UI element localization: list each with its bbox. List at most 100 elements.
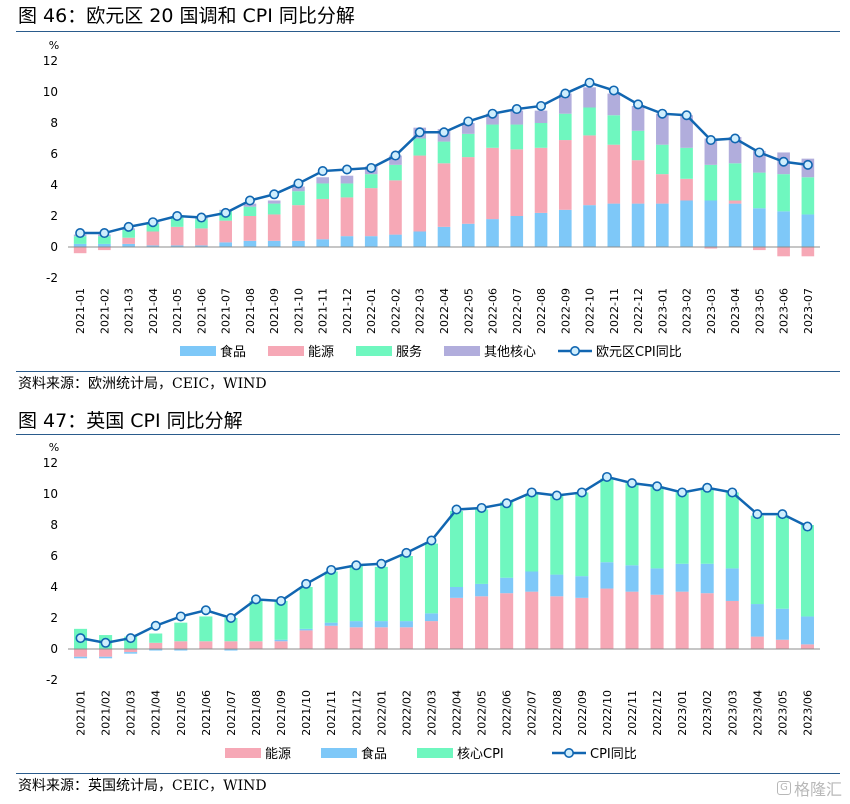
legend-item: 能源 <box>225 747 291 762</box>
bar-segment <box>704 164 718 201</box>
y-tick-label: -2 <box>46 271 58 285</box>
bar-segment <box>149 633 163 643</box>
y-tick-label: 0 <box>50 240 58 254</box>
legend-label: CPI同比 <box>590 747 637 762</box>
cpi-point <box>705 135 716 146</box>
legend-label: 能源 <box>265 747 291 762</box>
bar-segment <box>704 200 718 247</box>
x-tick-label: 2022-10 <box>584 288 597 334</box>
bar-segment <box>558 209 572 247</box>
cpi-point <box>276 595 287 606</box>
bar-segment <box>299 587 313 629</box>
bar-segment <box>450 511 464 587</box>
bar-segment <box>607 93 621 116</box>
bar-segment <box>174 641 188 649</box>
bar-segment <box>800 644 814 649</box>
bar-segment <box>800 616 814 645</box>
x-tick-label: 2022-07 <box>511 288 524 334</box>
legend-swatch <box>321 748 357 758</box>
legend-item: 食品 <box>180 344 246 360</box>
x-tick-label: 2022-04 <box>438 288 451 334</box>
bar-segment <box>170 226 184 246</box>
bar-segment <box>374 621 388 628</box>
bar-segment <box>486 219 499 247</box>
bar-segment <box>550 596 564 649</box>
cpi-point <box>778 156 789 167</box>
x-tick-label: 2021/02 <box>100 690 113 736</box>
bar-segment <box>700 593 714 649</box>
legend-swatch <box>225 748 261 758</box>
bar-segment <box>675 563 689 592</box>
bar-segment <box>625 565 639 592</box>
bar-segment <box>413 231 427 247</box>
cpi-point <box>702 482 713 493</box>
legend-marker <box>563 747 574 758</box>
y-tick-label: 4 <box>50 580 58 594</box>
legend-item: 能源 <box>268 345 334 360</box>
cpi-point <box>526 487 537 498</box>
bar-segment <box>73 247 87 254</box>
cpi-point <box>376 558 387 569</box>
bar-segment <box>525 494 539 572</box>
bar-segment <box>728 203 742 247</box>
cpi-point <box>99 228 110 239</box>
cpi-point <box>657 108 668 119</box>
bar-segment <box>550 574 564 597</box>
legend-marker <box>569 345 580 356</box>
bar-segment <box>656 174 669 204</box>
legend-item: 其他核心 <box>444 345 536 360</box>
x-tick-label: 2022/04 <box>451 690 464 736</box>
cpi-point <box>196 212 207 223</box>
bar-segment <box>149 649 163 651</box>
x-tick-label: 2021-01 <box>74 288 87 334</box>
bar-segment <box>195 228 208 246</box>
bar-segment <box>461 123 475 134</box>
bar-segment <box>267 240 281 247</box>
x-tick-label: 2021/11 <box>325 690 338 736</box>
cpi-point <box>317 166 328 177</box>
bar-segment <box>725 600 739 649</box>
bar-segment <box>424 621 438 649</box>
bar-segment <box>98 247 111 251</box>
x-tick-label: 2021-02 <box>98 288 111 334</box>
bar-segment <box>475 583 489 597</box>
bar-segment <box>399 627 413 649</box>
bar-segment <box>534 147 548 213</box>
bar-segment <box>700 489 714 564</box>
bar-segment <box>437 141 451 164</box>
bar-segment <box>274 639 288 642</box>
bar-segment <box>631 160 645 204</box>
bar-segment <box>704 138 718 165</box>
x-tick-label: 2022/12 <box>651 690 664 736</box>
bar-segment <box>475 596 489 649</box>
cpi-point <box>754 147 765 158</box>
x-tick-label: 2022-12 <box>632 288 645 334</box>
bar-segment <box>399 556 413 622</box>
bar-segment <box>243 206 257 216</box>
cpi-point <box>601 471 612 482</box>
bar-segment <box>510 124 524 150</box>
bar-segment <box>625 483 639 566</box>
cpi-point <box>633 99 644 110</box>
cpi-point <box>802 159 813 170</box>
x-tick-label: 2021-05 <box>171 288 184 334</box>
bar-segment <box>500 593 514 649</box>
legend-swatch <box>417 748 453 758</box>
bar-segment <box>450 597 464 649</box>
bar-segment <box>500 577 514 594</box>
bar-segment <box>413 155 427 232</box>
x-tick-label: 2021-09 <box>268 288 281 334</box>
x-tick-label: 2021/10 <box>300 690 313 736</box>
watermark-text: 格隆汇 <box>793 780 842 799</box>
bar-segment <box>267 200 281 204</box>
cpi-point <box>727 487 738 498</box>
bar-segment <box>224 649 238 651</box>
legend-item: 欧元区CPI同比 <box>558 345 682 360</box>
x-tick-label: 2021/04 <box>150 690 163 736</box>
bar-segment <box>316 183 330 199</box>
cpi-point <box>426 535 437 546</box>
legend-swatch <box>444 346 480 356</box>
bar-segment <box>607 203 621 247</box>
y-tick-label: 10 <box>43 85 58 99</box>
bar-segment <box>146 245 160 247</box>
